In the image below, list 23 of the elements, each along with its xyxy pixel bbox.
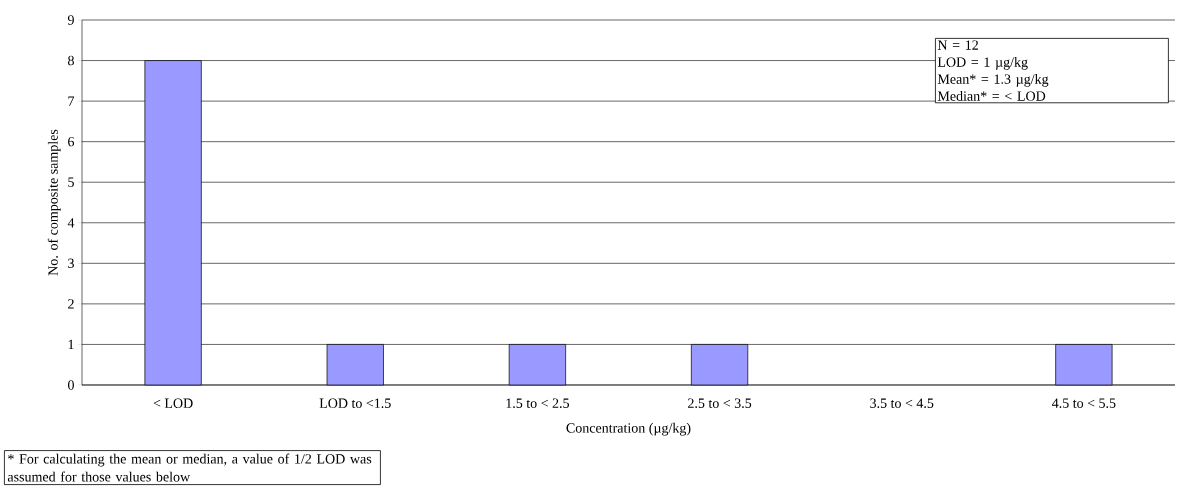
y-tick-label: 1: [68, 339, 74, 350]
x-tick-label: 4.5 to < 5.5: [1052, 398, 1116, 408]
annotation: Mean* = 1.3 µg/kg: [937, 73, 1049, 87]
x-tick-label: 2.5 to < 3.5: [688, 398, 752, 408]
y-tick-label: 4: [67, 218, 75, 228]
y-tick-label: 8: [68, 55, 74, 66]
annotation: N = 12: [937, 40, 978, 50]
text: * For calculating the mean or median, a value of 1/2 LOD was assumed for those values below: [7, 453, 372, 482]
y-tick-label: 7: [68, 96, 75, 106]
y-tick-label: 0: [68, 380, 74, 390]
annotation: LOD = 1 µg/kg: [937, 56, 1028, 70]
x-tick-label: 1.5 to < 2.5: [506, 398, 570, 408]
y-axis-title: No. of composite samples: [47, 129, 61, 276]
annotation: Median* = < LOD: [937, 90, 1046, 101]
y-tick-label: 6: [68, 136, 75, 147]
y-tick-label: 5: [68, 177, 74, 187]
x-tick-label: 3.5 to < 4.5: [870, 398, 934, 408]
y-tick-label: 3: [68, 258, 74, 269]
y-tick-label: 2: [68, 299, 74, 309]
x-axis-title: Concentration (µg/kg): [566, 422, 691, 436]
x-tick-label: < LOD: [153, 398, 193, 408]
y-tick-label: 9: [67, 15, 74, 25]
x-tick-label: LOD to <1.5: [319, 398, 391, 408]
